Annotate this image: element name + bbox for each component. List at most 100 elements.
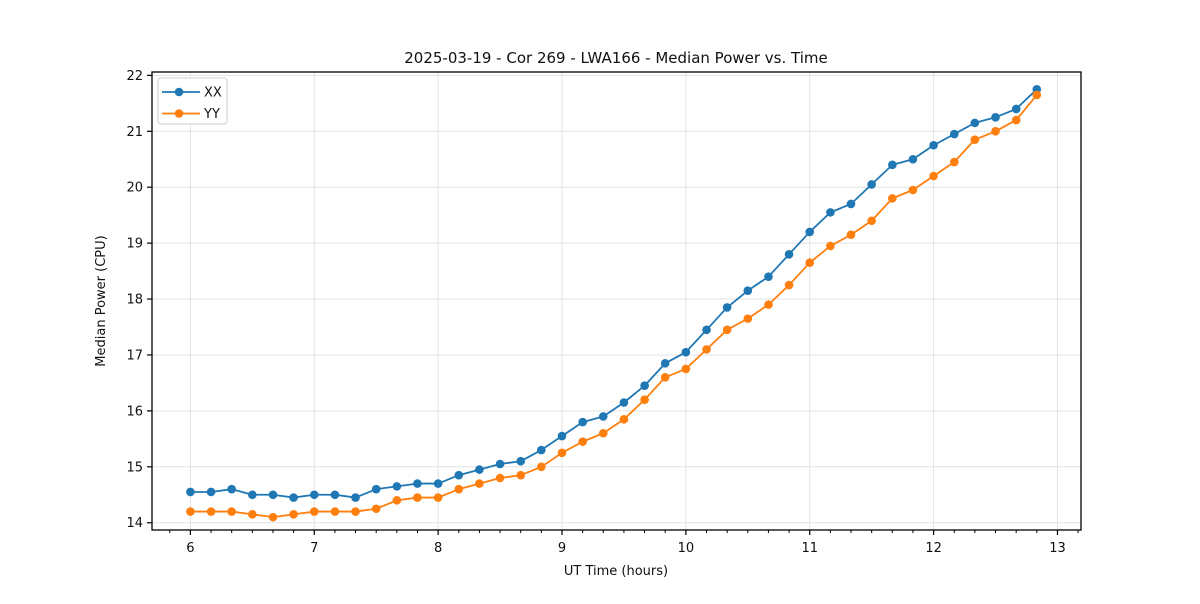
y-tick-label: 20 bbox=[126, 181, 143, 196]
series-yy-point bbox=[289, 510, 298, 519]
series-xx-point bbox=[598, 412, 608, 421]
series-xx-point bbox=[908, 154, 918, 164]
series-xx-point bbox=[949, 129, 959, 139]
series-xx-point bbox=[309, 490, 319, 500]
series-yy-point bbox=[537, 462, 546, 472]
series-yy-point bbox=[248, 510, 257, 519]
series-xx-point bbox=[805, 227, 815, 237]
x-tick-label: 6 bbox=[186, 541, 194, 556]
series-xx-point bbox=[764, 272, 773, 281]
series-xx-point bbox=[784, 250, 794, 259]
series-yy-point bbox=[784, 280, 794, 290]
series-yy-point bbox=[949, 157, 959, 167]
series-yy-point bbox=[206, 507, 216, 516]
series-yy-point bbox=[516, 470, 526, 480]
y-tick-label: 16 bbox=[126, 404, 143, 419]
y-axis-label: Median Power (CPU) bbox=[94, 235, 109, 366]
series-xx-point bbox=[681, 347, 691, 357]
series-xx-point bbox=[557, 431, 567, 441]
series-yy-point bbox=[598, 428, 608, 438]
series-yy-point bbox=[351, 507, 360, 516]
series-xx-point bbox=[475, 465, 484, 474]
legend-marker-icon bbox=[174, 87, 184, 97]
series-yy-point bbox=[908, 185, 918, 195]
series-yy-point bbox=[1032, 90, 1042, 100]
series-yy-point bbox=[888, 194, 897, 203]
series-yy-point bbox=[227, 507, 236, 516]
series-xx-point bbox=[413, 479, 422, 488]
plot-box bbox=[151, 71, 1082, 531]
series-yy-point bbox=[764, 300, 773, 309]
series-yy-point bbox=[475, 479, 484, 488]
series-yy-point bbox=[619, 414, 629, 424]
x-tick-label: 13 bbox=[1049, 541, 1066, 556]
series-xx-point bbox=[289, 493, 298, 502]
series-yy-point bbox=[392, 496, 402, 505]
x-tick-label: 9 bbox=[558, 541, 566, 556]
series-xx-point bbox=[495, 459, 505, 469]
series-xx-point bbox=[371, 484, 381, 494]
series-xx-point bbox=[206, 487, 216, 497]
legend-marker-icon bbox=[174, 109, 184, 118]
grid-layer bbox=[152, 72, 1081, 530]
series-xx-point bbox=[722, 303, 732, 312]
series-yy-point bbox=[495, 473, 505, 483]
series-yy-point bbox=[660, 373, 670, 382]
x-axis-label: UT Time (hours) bbox=[564, 564, 668, 579]
series-yy-point bbox=[970, 135, 980, 144]
y-tick-label: 17 bbox=[126, 348, 143, 363]
series-xx-point bbox=[888, 160, 897, 170]
series-xx-point bbox=[268, 490, 278, 500]
series-xx-point bbox=[330, 490, 340, 500]
series-xx-point bbox=[660, 359, 670, 368]
series-yy-point bbox=[309, 507, 319, 516]
y-tick-label: 15 bbox=[126, 460, 143, 475]
series-yy-point bbox=[371, 504, 381, 514]
series-yy-point bbox=[702, 345, 711, 354]
series-xx-point bbox=[1011, 104, 1021, 114]
series-xx-point bbox=[991, 112, 1000, 122]
series-xx-point bbox=[433, 479, 443, 488]
series-xx-point bbox=[846, 199, 856, 209]
series-yy-point bbox=[743, 314, 753, 323]
x-tick-label: 10 bbox=[678, 541, 695, 556]
series-yy-point bbox=[846, 230, 856, 240]
y-tick-label: 19 bbox=[126, 237, 143, 252]
series-xx-point bbox=[640, 381, 649, 391]
series-yy-point bbox=[640, 395, 649, 405]
series-xx-point bbox=[351, 493, 360, 502]
y-tick-label: 21 bbox=[126, 125, 143, 140]
series-xx-point bbox=[248, 490, 257, 500]
series-xx-point bbox=[454, 470, 464, 480]
x-tick-label: 12 bbox=[925, 541, 942, 556]
series-xx-point bbox=[743, 286, 753, 295]
series-xx-point bbox=[826, 208, 835, 217]
series-yy-point bbox=[867, 216, 876, 226]
series-xx-point bbox=[578, 417, 587, 427]
series-xx-point bbox=[867, 180, 876, 189]
series-yy-point bbox=[826, 241, 835, 251]
series-yy-point bbox=[991, 126, 1000, 136]
series-yy-point bbox=[929, 171, 938, 181]
x-tick-label: 8 bbox=[434, 541, 442, 556]
x-tick-label: 7 bbox=[310, 541, 318, 556]
x-tick-label: 11 bbox=[801, 541, 818, 556]
series-xx-point bbox=[537, 445, 546, 455]
series-yy-point bbox=[722, 325, 732, 335]
y-tick-label: 18 bbox=[126, 293, 143, 308]
series-yy-point bbox=[454, 484, 464, 494]
series-xx-point bbox=[702, 325, 711, 335]
chart-title: 2025-03-19 - Cor 269 - LWA166 - Median P… bbox=[404, 49, 828, 67]
series-yy-point bbox=[330, 507, 340, 516]
series-yy-point bbox=[268, 512, 278, 522]
y-tick-label: 22 bbox=[126, 69, 143, 84]
series-xx-point bbox=[392, 482, 402, 491]
series-xx-point bbox=[227, 484, 236, 494]
series-yy-point bbox=[413, 493, 422, 502]
series-yy-point bbox=[557, 448, 567, 458]
series-xx-line bbox=[190, 88, 1038, 499]
series-yy-point bbox=[433, 493, 443, 502]
legend: XX YY bbox=[157, 77, 228, 125]
series-xx-point bbox=[186, 487, 195, 497]
